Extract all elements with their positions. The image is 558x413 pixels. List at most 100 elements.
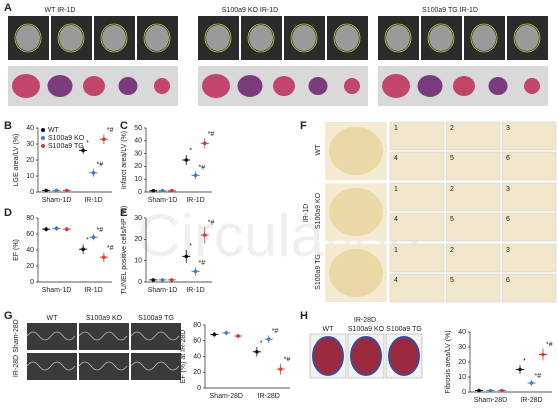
y-tick-label: 40 <box>458 329 466 336</box>
inset-image <box>445 182 501 212</box>
significance-label: * <box>86 237 89 244</box>
mri-heart <box>249 25 273 51</box>
dot <box>541 352 545 357</box>
dot <box>44 188 48 193</box>
legend-marker <box>41 136 45 140</box>
y-tick-label: 0 <box>138 189 142 196</box>
row-label: WT <box>315 144 322 156</box>
y-axis-label: Fibrosis area/LV (%) <box>445 330 452 393</box>
x-tick-label: IR-1D <box>186 287 204 294</box>
dot <box>102 255 106 259</box>
echo-image <box>79 353 129 380</box>
ttc-slice <box>453 76 475 96</box>
dot <box>202 141 207 146</box>
dot <box>91 235 96 239</box>
mri-contour <box>143 23 171 53</box>
mri-contour <box>384 23 412 53</box>
dot <box>160 188 165 193</box>
echo-trace <box>26 361 76 371</box>
mri-heart <box>335 25 359 51</box>
significance-label: *# <box>208 131 215 138</box>
dot <box>54 188 59 193</box>
echo-trace <box>130 331 180 341</box>
mri-contour <box>470 23 498 53</box>
y-tick-label: 80 <box>26 215 34 222</box>
mri-contour <box>247 23 275 53</box>
y-tick-label: 40 <box>134 138 142 145</box>
column-label: S100a9 KO <box>348 326 385 333</box>
significance-label: *# <box>272 328 279 335</box>
legend-label: WT <box>48 127 60 134</box>
x-tick-label: Sham-28D <box>210 393 243 400</box>
significance-label: *# <box>107 245 114 252</box>
inset-label: 1 <box>394 247 398 254</box>
ttc-slice <box>47 75 73 97</box>
ttc-slice <box>488 77 508 95</box>
dot <box>266 337 271 341</box>
inset-image <box>501 121 557 151</box>
y-axis-label: LGE area/LV (%) <box>13 134 20 187</box>
echo-trace <box>26 331 76 341</box>
inset-label: 1 <box>394 186 398 193</box>
echo-image <box>131 323 181 350</box>
inset-label: 4 <box>394 277 398 284</box>
panel-letter: G <box>4 310 13 322</box>
inset-image <box>501 273 557 303</box>
echo-trace <box>130 361 180 371</box>
y-tick-label: 20 <box>26 157 34 164</box>
y-tick-label: 80 <box>193 322 201 329</box>
ttc-slice <box>308 77 328 95</box>
inset-image <box>389 212 445 242</box>
trichrome-section <box>312 336 344 376</box>
y-tick-label: 50 <box>134 125 142 132</box>
y-tick-label: 30 <box>134 215 142 222</box>
mri-heart <box>386 25 410 51</box>
column-label: S100a9 KO <box>86 315 123 322</box>
legend-marker <box>41 144 45 148</box>
inset-label: 5 <box>450 277 454 284</box>
mri-heart <box>292 25 316 51</box>
significance-label: *# <box>535 373 542 380</box>
condition-label: IR-28D <box>354 317 376 324</box>
dot <box>81 247 85 251</box>
echo-image <box>131 353 181 380</box>
dot <box>91 171 96 175</box>
ttc-slice <box>273 76 295 96</box>
y-tick-label: 10 <box>26 173 34 180</box>
x-tick-label: IR-1D <box>186 197 204 204</box>
group-label: WT IR-1D <box>45 7 76 14</box>
dot <box>81 148 85 153</box>
condition-label: IR-1D <box>303 204 310 222</box>
dot <box>518 367 522 372</box>
y-tick-label: 40 <box>26 247 34 254</box>
y-tick-label: 60 <box>193 338 201 345</box>
inset-label: 4 <box>394 155 398 162</box>
dot <box>255 349 259 354</box>
dot <box>236 334 240 338</box>
inset-label: 3 <box>506 125 510 132</box>
inset-image <box>501 182 557 212</box>
y-tick-label: 30 <box>458 344 466 351</box>
dot <box>169 278 174 282</box>
y-tick-label: 10 <box>134 176 142 183</box>
mri-heart <box>515 25 539 51</box>
panel-letter: B <box>4 120 12 132</box>
legend-label: S100a9 TG <box>48 143 84 150</box>
panel-letter: F <box>300 120 307 132</box>
ttc-slice <box>344 78 360 94</box>
inset-image <box>445 151 501 181</box>
significance-label: *# <box>107 127 114 134</box>
echo-image <box>27 323 77 350</box>
dot <box>65 227 69 231</box>
ttc-slice <box>417 75 443 97</box>
row-label: Sham-28D <box>13 319 20 352</box>
mri-contour <box>290 23 318 53</box>
inset-image <box>389 121 445 151</box>
column-label: S100a9 TG <box>138 315 174 322</box>
inset-label: 3 <box>506 247 510 254</box>
mri-contour <box>100 23 128 53</box>
x-tick-label: Sham-1D <box>148 197 178 204</box>
mri-contour <box>427 23 455 53</box>
row-label: S100a9 TG <box>315 254 322 290</box>
legend-marker <box>41 128 45 132</box>
